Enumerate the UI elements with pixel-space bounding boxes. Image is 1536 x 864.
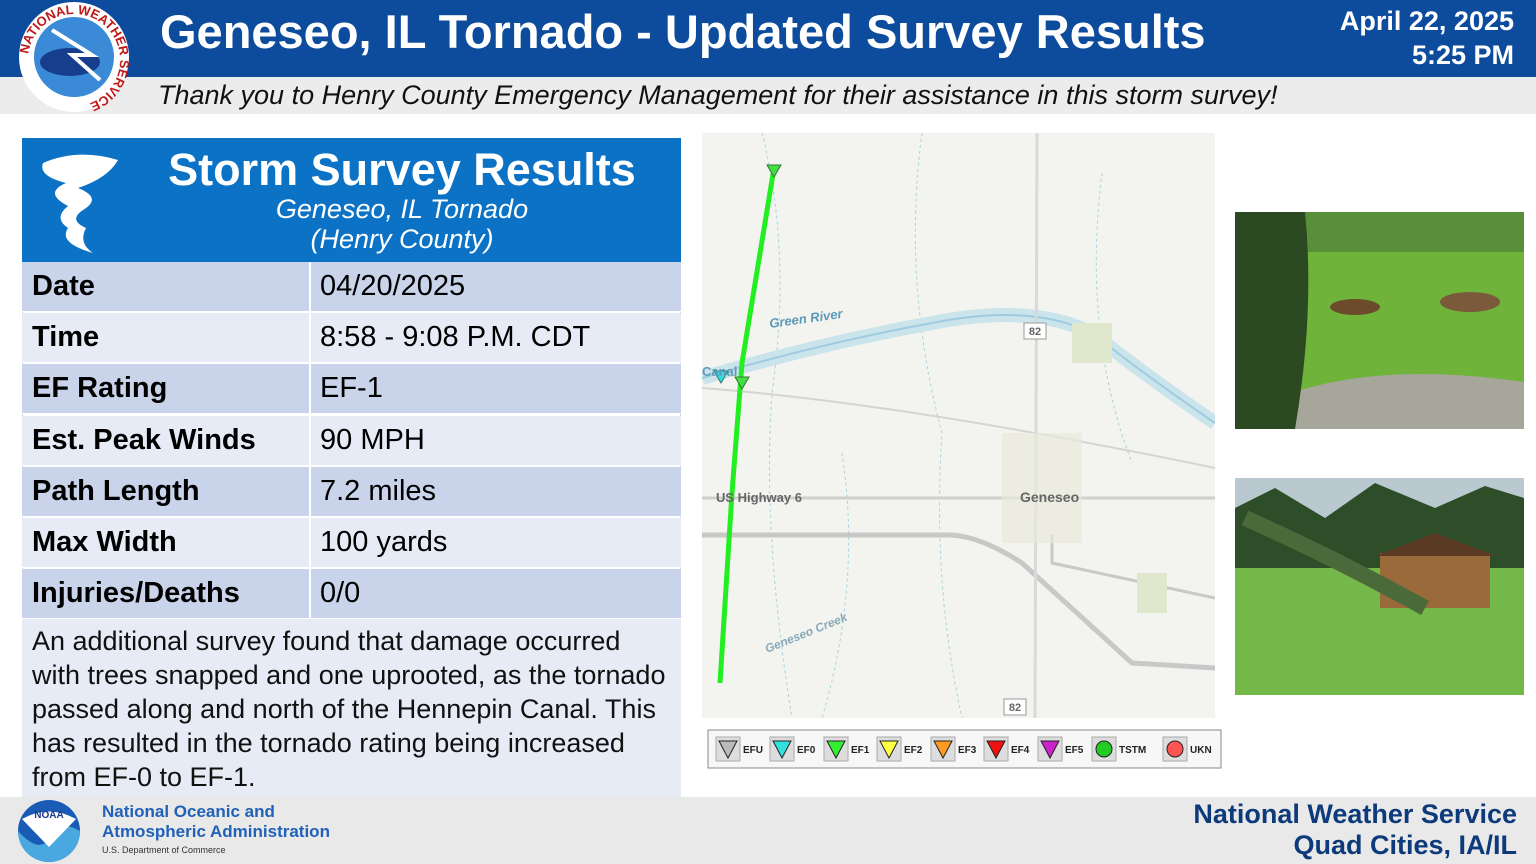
row-label: Path Length (22, 466, 311, 516)
map-label: 82 (1009, 702, 1021, 714)
noaa-text: NOAA (34, 810, 63, 821)
date: April 22, 2025 (1339, 6, 1514, 36)
row-label: EF Rating (22, 364, 311, 414)
legend-icon (772, 740, 792, 760)
subtitle: Thank you to Henry County Emergency Mana… (158, 80, 1278, 110)
panel-title: Storm Survey Results (168, 144, 636, 195)
row: Max Width 100 yards (22, 518, 681, 568)
row: EF Rating EF-1 (22, 364, 681, 415)
legend-label: EF5 (1065, 745, 1084, 756)
legend-label: EF0 (797, 745, 816, 756)
footer (0, 797, 1536, 864)
row: Path Length 7.2 miles (22, 466, 681, 517)
row-value: 8:58 - 9:08 P.M. CDT (320, 321, 591, 354)
legend-label: EF2 (904, 745, 923, 756)
row-value: EF-1 (320, 372, 383, 405)
row-value: 90 MPH (320, 423, 425, 456)
map-label: Canal (702, 364, 737, 379)
row-value: 7.2 miles (320, 474, 437, 507)
note: An additional survey found that damage o… (22, 619, 681, 798)
damage-photo (1235, 212, 1524, 429)
legend-label: EFU (743, 745, 763, 756)
legend-label: EF4 (1011, 745, 1030, 756)
header-bar (0, 0, 1536, 77)
time: 5:25 PM (1411, 40, 1514, 70)
map: Green River Canal 82 US Highway 6 Genese… (702, 133, 1215, 718)
row-label: Max Width (22, 518, 311, 567)
panel-subtitle: (Henry County) (310, 224, 494, 254)
legend-label: EF1 (851, 745, 870, 756)
row-value: 100 yards (320, 526, 448, 558)
legend-icon (1095, 740, 1113, 758)
noaa-logo: NOAA (18, 800, 80, 862)
panel-subtitle: Geneseo, IL Tornado (275, 194, 529, 224)
title: Geneseo, IL Tornado - Updated Survey Res… (160, 5, 1206, 58)
agency: Atmospheric Administration (102, 822, 330, 841)
department: U.S. Department of Commerce (102, 845, 226, 855)
damage-photo (1235, 478, 1524, 695)
office: Quad Cities, IA/IL (1293, 830, 1517, 860)
row: Injuries/Deaths 0/0 (22, 569, 681, 620)
tornado-track (717, 167, 777, 684)
row-label: Time (22, 313, 311, 363)
row-label: Injuries/Deaths (22, 569, 311, 619)
agency: National Oceanic and (102, 802, 275, 821)
office: National Weather Service (1193, 799, 1517, 829)
legend-label: UKN (1190, 745, 1212, 756)
row-label: Est. Peak Winds (22, 415, 311, 465)
map-label: US Highway 6 (716, 490, 802, 505)
map-bg (702, 133, 1215, 718)
legend-icon (718, 740, 738, 760)
logo-bolt (50, 28, 102, 82)
legend-icon (933, 740, 953, 760)
legend-icon (1040, 740, 1060, 760)
map-label: 82 (1029, 326, 1041, 338)
legend-icon (1166, 740, 1184, 758)
header-datetime: April 22, 2025 5:25 PM (1340, 4, 1514, 72)
map-label: Geneseo (1020, 489, 1079, 505)
legend-icon (986, 740, 1006, 760)
tornado-icon (42, 154, 118, 253)
legend-icon (879, 740, 899, 760)
legend-icon (826, 740, 846, 760)
row: Time 8:58 - 9:08 P.M. CDT (22, 313, 681, 364)
subtitle-bar (0, 77, 1536, 114)
row: Date 04/20/2025 (22, 262, 681, 312)
row-label: Date (22, 262, 311, 311)
row: Est. Peak Winds 90 MPH (22, 415, 681, 466)
legend-label: EF3 (958, 745, 977, 756)
legend-label: TSTM (1119, 745, 1146, 756)
nws-logo: NATIONAL WEATHER SERVICE (16, 2, 132, 114)
row-value: 0/0 (320, 577, 361, 610)
map-legend: EFU EF0 EF1 EF2 EF3 EF4 EF5 TSTM UKN (707, 729, 1222, 769)
row-value: 04/20/2025 (320, 270, 466, 302)
panel-header: Storm Survey Results Geneseo, IL Tornado… (22, 138, 681, 262)
